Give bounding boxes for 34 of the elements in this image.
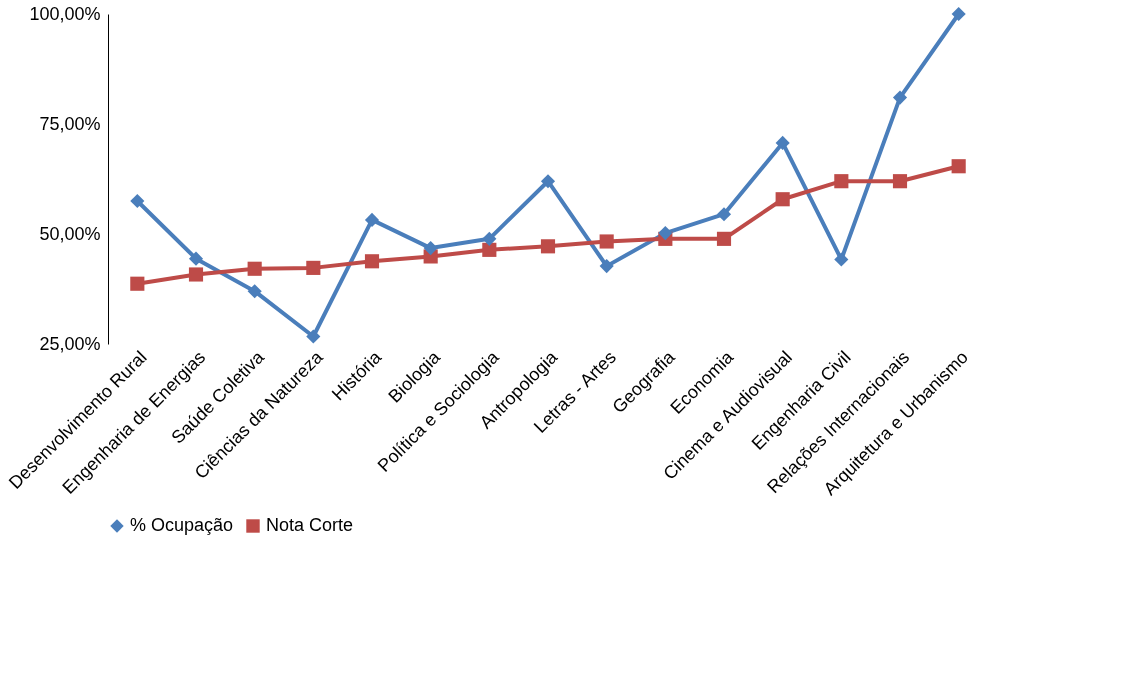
point bbox=[892, 174, 908, 189]
point bbox=[306, 329, 321, 344]
point bbox=[247, 261, 262, 276]
point bbox=[892, 90, 908, 105]
point bbox=[482, 231, 497, 246]
point bbox=[834, 252, 849, 267]
point bbox=[599, 234, 614, 249]
point bbox=[658, 226, 673, 241]
point bbox=[247, 284, 262, 299]
point bbox=[364, 254, 380, 269]
point bbox=[306, 260, 321, 275]
point bbox=[423, 241, 438, 256]
y-tick-label: 50,00% bbox=[39, 223, 101, 244]
point bbox=[599, 259, 614, 274]
point bbox=[775, 192, 790, 207]
legend-label: % Ocupação bbox=[130, 515, 234, 535]
point bbox=[130, 193, 145, 209]
point bbox=[482, 242, 497, 257]
point bbox=[716, 207, 732, 222]
point bbox=[540, 174, 556, 189]
y-tick-label: 75,00% bbox=[39, 113, 101, 134]
point bbox=[951, 159, 966, 174]
point bbox=[540, 239, 556, 254]
y-tick-label: 25,00% bbox=[39, 333, 101, 354]
point bbox=[188, 267, 204, 282]
y-tick-label: 100,00% bbox=[29, 3, 101, 24]
point bbox=[951, 6, 966, 22]
point bbox=[130, 276, 145, 291]
point bbox=[364, 212, 380, 227]
legend-label: Nota Corte bbox=[266, 515, 354, 535]
point bbox=[834, 174, 849, 189]
point bbox=[188, 251, 204, 266]
point bbox=[775, 135, 790, 150]
point bbox=[716, 231, 732, 246]
